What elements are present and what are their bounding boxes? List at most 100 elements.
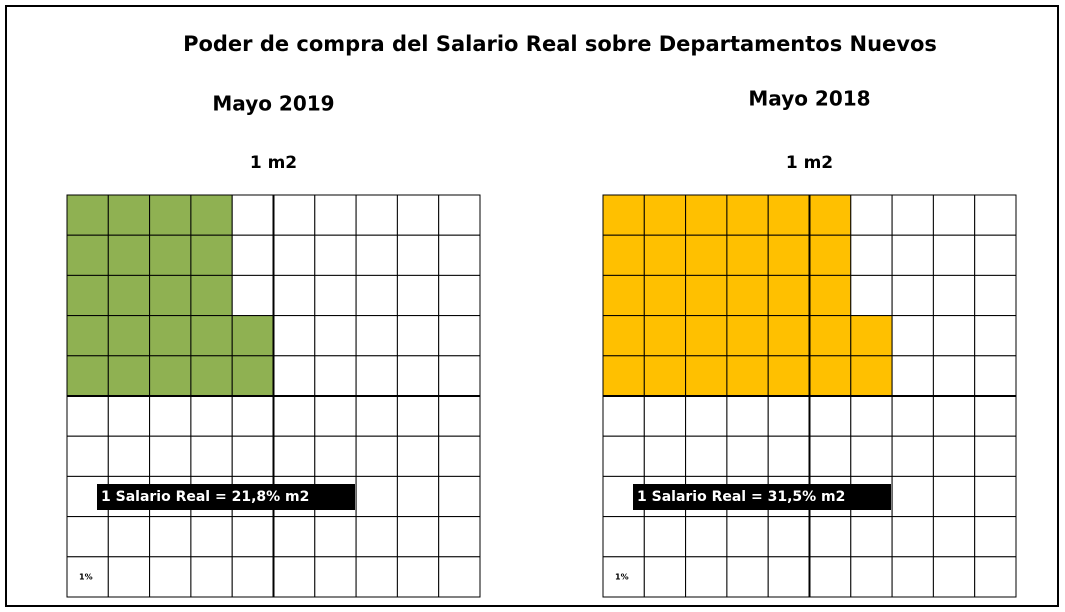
cell [932,556,976,598]
cell [355,315,398,357]
filled-cell [809,234,852,276]
cell [974,194,1017,236]
cell [314,274,357,317]
filled-cell [602,234,645,276]
filled-cell [643,355,687,397]
panel-subtitle: 1 m2 [250,153,297,173]
filled-cell [190,274,233,317]
cell [932,315,976,357]
cell [396,194,440,236]
annotation-bg [97,484,355,510]
cell [726,395,769,437]
cell [107,556,151,598]
filled-cell [149,355,192,397]
cell [231,516,274,558]
cell [974,234,1017,276]
cell [850,435,893,477]
cell [149,435,192,477]
cell [355,274,398,317]
cell [891,556,934,598]
cell [273,556,316,598]
cell [190,395,233,437]
cell [396,234,440,276]
cell [891,435,934,477]
cell [932,194,976,236]
cell [231,435,274,477]
panel-subtitle: 1 m2 [786,153,833,173]
filled-cell [66,355,109,397]
cell [602,395,645,437]
cell [355,194,398,236]
cell [891,194,934,236]
cell [974,516,1017,558]
cell [66,435,109,477]
cell [602,516,645,558]
cell [273,435,316,477]
filled-cell [602,274,645,317]
cell [190,556,233,598]
cell [850,516,893,558]
cell [932,395,976,437]
cell [231,274,274,317]
cell [643,556,687,598]
filled-cell [767,274,811,317]
cell [767,556,811,598]
cell [396,395,440,437]
cell [809,516,852,558]
filled-cell [767,234,811,276]
filled-cell [107,194,151,236]
filled-cell [602,355,645,397]
cell [231,556,274,598]
filled-cell [107,274,151,317]
cell [932,355,976,397]
filled-cell [726,194,769,236]
cell [974,556,1017,598]
cell [314,516,357,558]
filled-cell [231,315,274,357]
filled-cell [850,315,893,357]
cell [850,556,893,598]
filled-cell [685,315,728,357]
cell [850,274,893,317]
cell [438,435,481,477]
filled-cell [809,274,852,317]
cell [190,435,233,477]
filled-cell [149,274,192,317]
cell [726,556,769,598]
cell [438,475,481,518]
panel-title: Mayo 2018 [748,87,870,111]
filled-cell [726,274,769,317]
cell [149,395,192,437]
cell [685,435,728,477]
annotation: 1 Salario Real = 31,5% m2 [637,489,845,505]
filled-cell [231,355,274,397]
cell [891,355,934,397]
cell [932,475,976,518]
filled-cell [767,355,811,397]
filled-cell [685,274,728,317]
cell [438,355,481,397]
filled-cell [107,355,151,397]
cell [932,516,976,558]
cell [932,435,976,477]
cell [974,315,1017,357]
cell [438,556,481,598]
cell [66,556,109,598]
filled-cell [190,315,233,357]
cell [685,516,728,558]
cell [314,355,357,397]
filled-cell [66,274,109,317]
cell [396,355,440,397]
cell [809,395,852,437]
cell [231,194,274,236]
cell [396,315,440,357]
cell [643,516,687,558]
filled-cell [726,315,769,357]
filled-cell [107,315,151,357]
cell [767,395,811,437]
cell [891,274,934,317]
cell [685,395,728,437]
filled-cell [149,315,192,357]
filled-cell [809,355,852,397]
cell [891,516,934,558]
